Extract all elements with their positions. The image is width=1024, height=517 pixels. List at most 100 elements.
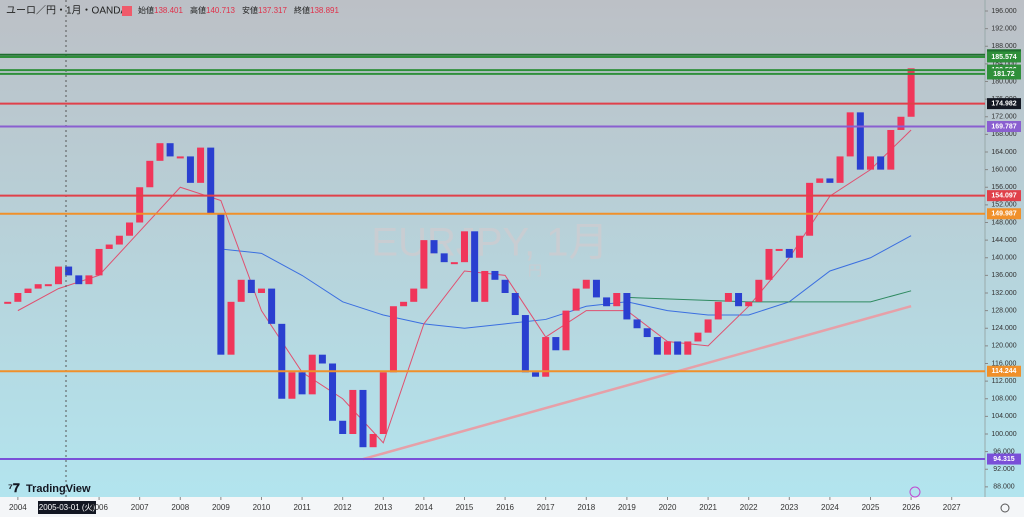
y-tick-label: 196.000 [991,8,1016,15]
candle [430,240,438,254]
candle [227,301,235,355]
candle [775,248,783,251]
candle [410,288,418,302]
candle [166,143,174,157]
x-tick-label: 2017 [537,503,555,512]
candle [471,231,479,302]
candle [176,156,184,159]
candle [826,178,834,183]
y-tick-label: 188.000 [991,43,1016,50]
x-tick-label: 2008 [171,503,189,512]
y-tick-label: 152.000 [991,202,1016,209]
level-label: 114.244 [992,368,1017,375]
level-label-bg [987,98,1021,110]
level-label: 94.315 [993,456,1015,463]
ohlc-value: 140.713 [206,6,235,15]
icon [122,6,132,16]
brand: TradingView [26,483,91,495]
candle [877,156,885,170]
y-tick-label: 180.000 [991,78,1016,85]
level-label-bg [987,121,1021,133]
candle [65,266,73,276]
y-tick-label: 116.000 [992,360,1017,367]
level-label: 169.787 [991,123,1016,130]
settings-icon[interactable] [1000,503,1010,513]
candle [329,363,337,421]
y-tick-label: 104.000 [991,413,1016,420]
candle [186,156,194,183]
candle [75,275,83,285]
candle [156,143,164,161]
candle [592,279,600,298]
candle [816,178,824,183]
candle [85,275,93,285]
candle [694,332,702,342]
candle [643,328,651,338]
x-tick-label: 2015 [456,503,474,512]
y-tick-label: 88.000 [993,484,1015,491]
candle [400,301,408,307]
x-tick-label: 2018 [577,503,595,512]
ohlc-label: 高値 [190,5,206,15]
x-tick-label: 2026 [902,503,920,512]
candle [359,389,367,448]
x-tick-label: 2024 [821,503,839,512]
candle [856,112,864,170]
candle [24,288,32,294]
y-tick-label: 192.000 [991,25,1016,32]
x-tick-label: 2004 [9,503,27,512]
ohlc-label: 始値 [138,5,154,15]
ohlc-value: 138.891 [310,6,339,15]
y-tick-label: 136.000 [991,272,1016,279]
candle [532,372,540,377]
candle [663,341,671,355]
x-tick-label: 2027 [943,503,961,512]
y-tick-label: 132.000 [991,290,1016,297]
x-tick-label: 2021 [699,503,717,512]
candle [460,231,468,263]
y-tick-label: 108.000 [991,396,1016,403]
candle [318,354,326,364]
candle [582,279,590,289]
candle [653,337,661,355]
x-tick-label: 2023 [780,503,798,512]
candle [603,297,611,307]
x-tick-label: 2025 [862,503,880,512]
indicator-line [362,305,912,461]
x-tick-label: 2012 [334,503,352,512]
candle [237,279,245,302]
candle [552,337,560,351]
candle [521,315,529,373]
watermark: EURJPY, 1月 [371,221,608,265]
candle [735,293,743,307]
y-tick-label: 100.000 [991,431,1016,438]
candle [481,270,489,302]
level-label-bg [987,68,1021,80]
level-label-bg [987,190,1021,202]
candle [887,129,895,170]
event-icon[interactable] [909,486,921,498]
level-label: 181.72 [993,71,1015,78]
y-tick-label: 144.000 [991,237,1016,244]
candle [765,248,773,280]
y-tick-label: 92.000 [993,466,1015,473]
y-tick-label: 172.000 [991,114,1016,121]
candle [146,160,154,188]
candle [907,68,915,117]
candle [268,288,276,324]
x-tick-label: 2020 [659,503,677,512]
candle [511,293,519,316]
candle [379,372,387,434]
candle [95,248,103,276]
candle [724,293,732,302]
symbol: ユーロ／円・1月・OANDA [6,5,127,17]
level-label-bg [987,51,1021,63]
candle [623,293,631,320]
candle [450,262,458,265]
candle [836,156,844,183]
candle [349,389,357,434]
candle [867,156,875,170]
x-tick-label: 2013 [374,503,392,512]
candle [491,270,499,280]
